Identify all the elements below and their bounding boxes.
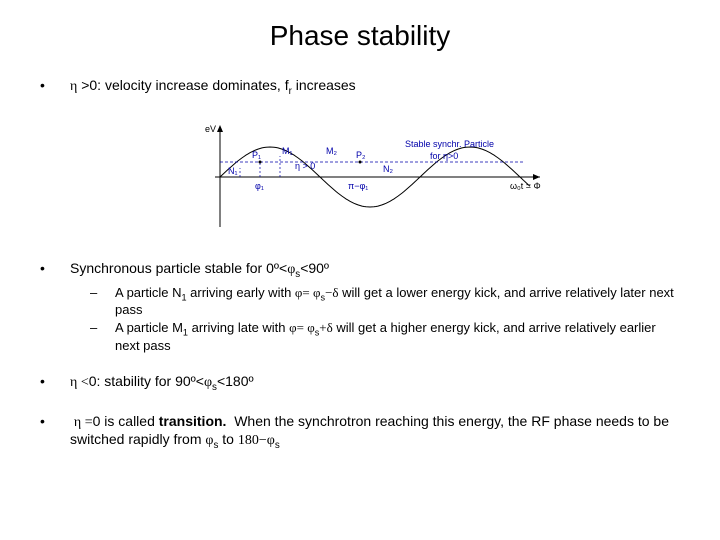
svg-text:eV: eV <box>205 124 216 134</box>
svg-text:φ₁: φ₁ <box>255 181 264 191</box>
svg-text:M₁: M₁ <box>282 146 293 156</box>
svg-text:M₂: M₂ <box>326 146 337 156</box>
bullet-2-text: Synchronous particle stable for 0º<φs<90… <box>70 260 680 280</box>
bullet-dot: • <box>40 77 70 97</box>
bullet-dot: • <box>40 413 70 451</box>
bullet-4-text: η =0 is called transition. When the sync… <box>70 413 680 451</box>
bullet-dot: • <box>40 260 70 280</box>
sub-dash: – <box>90 320 115 353</box>
bullet-3-text: η <0: stability for 90º<φs<180º <box>70 373 680 393</box>
sub-bullet-2: – A particle M1 arriving late with φ= φs… <box>90 320 680 353</box>
page-title: Phase stability <box>40 20 680 52</box>
sine-chart: eV ω₀t = Φ P₁ M₁ N₁ P₂ M₂ N₂ φ₁ π−φ₁ η > 0 Stable s… <box>40 117 680 240</box>
svg-text:π−φ₁: π−φ₁ <box>348 181 368 191</box>
svg-text:P₁: P₁ <box>252 150 261 160</box>
sub-2-text: A particle M1 arriving late with φ= φs+δ… <box>115 320 680 353</box>
svg-text:N₂: N₂ <box>383 164 393 174</box>
bullet-1-text: η >0: velocity increase dominates, fr in… <box>70 77 680 97</box>
sub-1-text: A particle N1 arriving early with φ= φs−… <box>115 285 680 318</box>
svg-text:η > 0: η > 0 <box>295 161 315 171</box>
svg-text:for η>0: for η>0 <box>430 151 458 161</box>
bullet-dot: • <box>40 373 70 393</box>
sub-bullet-1: – A particle N1 arriving early with φ= φ… <box>90 285 680 318</box>
svg-text:P₂: P₂ <box>356 150 366 160</box>
bullet-1: • η >0: velocity increase dominates, fr … <box>40 77 680 97</box>
svg-text:ω₀t = Φ: ω₀t = Φ <box>510 181 541 191</box>
sub-dash: – <box>90 285 115 318</box>
bullet-4: • η =0 is called transition. When the sy… <box>40 413 680 451</box>
svg-text:Stable synchr. Particle: Stable synchr. Particle <box>405 139 494 149</box>
svg-text:N₁: N₁ <box>228 166 238 176</box>
bullet-2: • Synchronous particle stable for 0º<φs<… <box>40 260 680 280</box>
bullet-3: • η <0: stability for 90º<φs<180º <box>40 373 680 393</box>
